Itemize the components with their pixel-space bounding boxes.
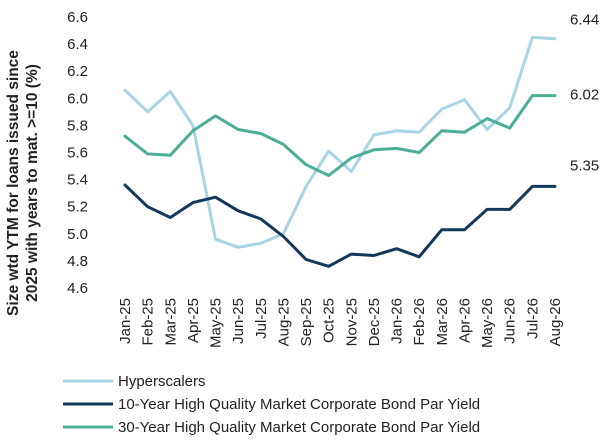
series-line-2 <box>123 183 557 268</box>
y-tick-label: 5.4 <box>67 172 88 189</box>
series-end-label: 6.02 <box>570 87 599 104</box>
y-tick-label: 6.4 <box>67 36 88 53</box>
x-tick-label: Aug-25 <box>275 298 292 346</box>
x-tick-label: Mar-26 <box>434 298 451 346</box>
y-axis-label: Size wtd YTM for loans issued since 2025… <box>5 50 41 316</box>
x-tick-label: Feb-26 <box>411 298 428 346</box>
x-tick-label: May-26 <box>479 298 496 348</box>
series-end-label: 5.35 <box>570 157 599 174</box>
x-tick-label: Jul-25 <box>253 298 270 339</box>
y-tick-label: 4.8 <box>67 253 88 270</box>
legend-label: 10-Year High Quality Market Corporate Bo… <box>118 396 480 413</box>
legend-label: 30-Year High Quality Market Corporate Bo… <box>118 419 480 436</box>
y-tick-label: 5.8 <box>67 117 88 134</box>
x-tick-label: Jul-26 <box>524 298 541 339</box>
y-axis-label-line-2: 2025 with years to mat. >=10 (%) <box>24 64 41 302</box>
y-tick-label: 6.0 <box>67 90 88 107</box>
series-line-3 <box>123 94 557 177</box>
y-tick-label: 5.2 <box>67 199 88 216</box>
y-tick-label: 5.6 <box>67 145 88 162</box>
legend-item: 30-Year High Quality Market Corporate Bo… <box>63 419 480 436</box>
x-tick-label: May-25 <box>208 298 225 348</box>
series-line-1 <box>123 35 557 249</box>
legend-item: 10-Year High Quality Market Corporate Bo… <box>63 396 480 413</box>
x-tick-label: Apr-26 <box>456 298 473 343</box>
x-tick-label: Feb-25 <box>140 298 157 346</box>
series-end-label: 6.44 <box>570 12 599 29</box>
x-tick-label: Sep-25 <box>298 298 315 346</box>
series-lines <box>123 35 557 268</box>
x-tick-label: Oct-25 <box>321 298 338 343</box>
x-tick-label: Jun-26 <box>502 298 519 344</box>
legend-item: Hyperscalers <box>63 373 206 390</box>
y-tick-label: 5.0 <box>67 226 88 243</box>
x-tick-label: Jan-25 <box>117 298 134 344</box>
x-tick-label: Aug-26 <box>547 298 564 346</box>
y-axis-ticks: 4.6 4.8 5.0 5.2 5.4 5.6 5.8 6.0 6.2 6.4 6.6 <box>67 9 88 297</box>
y-tick-label: 6.6 <box>67 9 88 26</box>
x-tick-label: Jan-26 <box>389 298 406 344</box>
legend-label: Hyperscalers <box>118 373 206 390</box>
x-tick-label: Mar-25 <box>162 298 179 346</box>
legend: Hyperscalers 10-Year High Quality Market … <box>63 373 480 436</box>
x-tick-label: Nov-25 <box>343 298 360 346</box>
y-tick-label: 4.6 <box>67 280 88 297</box>
end-labels: 6.44 5.35 6.02 <box>570 12 599 175</box>
x-tick-label: Dec-25 <box>366 298 383 346</box>
y-axis-label-line-1: Size wtd YTM for loans issued since <box>5 50 22 316</box>
y-tick-label: 6.2 <box>67 63 88 80</box>
x-axis-ticks: Jan-25 Feb-25 Mar-25 Apr-25 May-25 Jun-25 Jul-… <box>117 298 564 348</box>
x-tick-label: Jun-25 <box>230 298 247 344</box>
x-tick-label: Apr-25 <box>185 298 202 343</box>
